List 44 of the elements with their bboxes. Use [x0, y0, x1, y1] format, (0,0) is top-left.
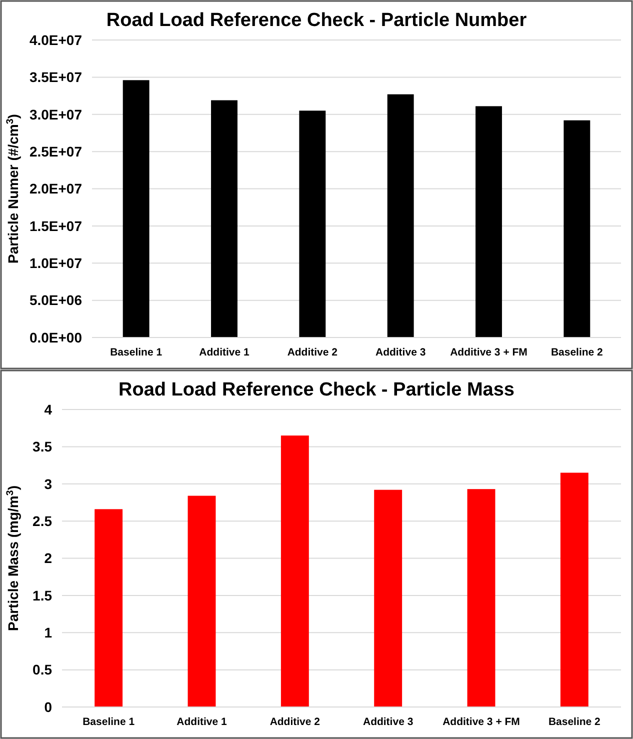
x-tick-label: Additive 3: [375, 346, 426, 358]
bar: [374, 490, 402, 707]
y-tick-label: 3.5E+07: [29, 69, 82, 86]
bar: [211, 100, 238, 338]
y-tick-label: 2.5E+07: [29, 143, 82, 160]
bar: [94, 509, 123, 707]
bar: [467, 489, 496, 707]
bar: [122, 80, 150, 338]
y-tick-label: 1.5: [32, 587, 52, 604]
x-tick-label: Baseline 1: [82, 716, 135, 728]
y-tick-label: 3.0E+07: [29, 106, 82, 122]
y-tick-label: 4: [44, 401, 52, 418]
y-tick-label: 1: [44, 624, 52, 641]
chart-title: Road Load Reference Check - Particle Mass: [118, 380, 514, 400]
chart-title: Road Load Reference Check - Particle Number: [106, 10, 528, 31]
y-tick-label: 1.0E+07: [29, 255, 82, 272]
bar: [564, 120, 590, 338]
bar: [280, 436, 309, 707]
x-tick-label: Baseline 1: [110, 346, 162, 358]
x-tick-label: Additive 3 + FM: [450, 346, 528, 358]
x-tick-label: Additive 2: [270, 716, 320, 728]
bar: [299, 110, 326, 338]
x-tick-label: Additive 2: [287, 346, 338, 358]
y-tick-label: 2: [44, 550, 52, 566]
y-tick-label: 0.0E+00: [29, 329, 82, 346]
y-tick-label: 0: [44, 698, 52, 715]
y-tick-label: 2.0E+07: [29, 180, 82, 197]
y-tick-label: 1.5E+07: [29, 218, 82, 234]
y-tick-label: 5.0E+06: [29, 292, 82, 308]
x-tick-label: Additive 1: [176, 716, 227, 728]
y-tick-label: 0.5: [32, 662, 52, 678]
x-tick-label: Additive 3: [362, 716, 414, 728]
y-tick-label: 3.5: [32, 438, 52, 455]
y-tick-label: 3: [44, 476, 52, 492]
bar: [188, 496, 216, 707]
x-tick-label: Additive 1: [199, 346, 250, 358]
y-tick-label: 2.5: [32, 512, 52, 529]
bar: [560, 472, 588, 707]
x-tick-label: Baseline 2: [550, 346, 604, 358]
x-tick-label: Baseline 2: [548, 716, 601, 728]
bar: [387, 94, 414, 338]
x-tick-label: Additive 3 + FM: [442, 716, 520, 728]
y-tick-label: 4.0E+07: [29, 32, 82, 48]
bar: [476, 106, 502, 338]
